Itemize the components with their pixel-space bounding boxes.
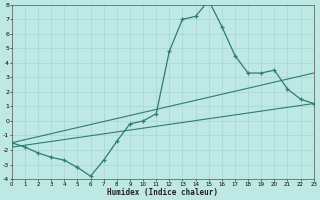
- X-axis label: Humidex (Indice chaleur): Humidex (Indice chaleur): [107, 188, 218, 197]
